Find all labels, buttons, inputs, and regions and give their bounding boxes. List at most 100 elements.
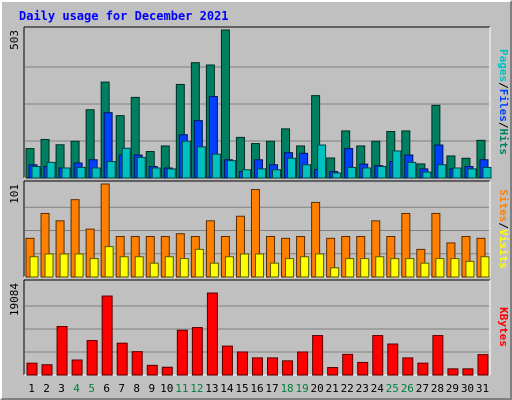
visits-bar <box>315 253 325 278</box>
pages-bar <box>181 140 191 179</box>
day-label: 15 <box>235 382 248 395</box>
pages-bar <box>422 171 432 179</box>
day-label: 30 <box>461 382 474 395</box>
visits-bar <box>89 258 99 278</box>
day-label: 6 <box>103 382 110 395</box>
day-label: 29 <box>446 382 459 395</box>
day-label: 11 <box>175 382 188 395</box>
pages-bar <box>91 167 101 179</box>
legend-kbytes: KBytes <box>497 307 510 347</box>
pages-bar <box>272 169 282 179</box>
visits-bar <box>420 262 430 278</box>
day-label: 4 <box>73 382 80 395</box>
visits-bar <box>134 256 144 278</box>
legend-sites: Sites <box>497 189 510 222</box>
kbytes-bar <box>86 340 98 376</box>
day-label: 18 <box>280 382 293 395</box>
pages-bar <box>317 144 327 179</box>
day-label: 21 <box>326 382 339 395</box>
visits-bar <box>405 258 415 278</box>
pages-bar <box>467 168 477 179</box>
kbytes-bar <box>236 351 248 376</box>
pages-bar <box>437 164 447 179</box>
pages-bar <box>196 146 206 179</box>
visits-bar <box>465 260 475 278</box>
kbytes-bar <box>146 364 158 376</box>
day-label: 8 <box>133 382 140 395</box>
pages-bar <box>256 168 266 179</box>
day-label: 9 <box>148 382 155 395</box>
pages-bar <box>121 147 131 179</box>
visits-bar <box>360 258 370 278</box>
day-label: 20 <box>311 382 324 395</box>
pages-bar <box>407 161 417 179</box>
day-label: 3 <box>58 382 65 395</box>
kbytes-bar <box>342 353 354 376</box>
kbytes-bar <box>297 351 309 376</box>
kbytes-bar <box>267 357 279 376</box>
day-label: 12 <box>190 382 203 395</box>
day-label: 16 <box>250 382 263 395</box>
kbytes-bar <box>116 342 128 376</box>
day-label: 19 <box>295 382 308 395</box>
day-label: 14 <box>220 382 234 395</box>
pages-bar <box>166 168 176 179</box>
visits-bar <box>119 256 129 278</box>
pages-bar <box>347 166 357 179</box>
visits-bar <box>29 256 39 278</box>
kbytes-bar <box>387 343 399 376</box>
kbytes-bar <box>176 329 188 376</box>
pages-bar <box>46 161 56 179</box>
legend-separator: / <box>497 222 510 229</box>
legend-middle: Sites/Visits <box>497 189 510 269</box>
legend-top: Pages/Files/Hits <box>497 49 510 155</box>
chart-title: Daily usage for December 2021 <box>19 9 229 23</box>
hits-bar <box>220 29 230 179</box>
visits-bar <box>44 253 54 278</box>
kbytes-bar <box>71 359 83 376</box>
kbytes-bar <box>372 335 384 376</box>
visits-bar <box>239 253 249 278</box>
pages-bar <box>106 161 116 179</box>
legend-separator: / <box>497 82 510 89</box>
kbytes-bar <box>131 351 143 376</box>
pages-bar <box>151 167 161 179</box>
pages-bar <box>211 153 221 179</box>
day-label: 10 <box>160 382 173 395</box>
visits-bar <box>149 262 159 278</box>
day-label: 24 <box>371 382 385 395</box>
visits-bar <box>375 256 385 278</box>
pages-bar <box>61 167 71 179</box>
kbytes-bar <box>282 360 294 376</box>
max-label: 19084 <box>8 283 21 316</box>
kbytes-bar <box>402 357 414 376</box>
kbytes-bar <box>41 364 53 376</box>
pages-bar <box>482 166 492 179</box>
day-label: 26 <box>401 382 414 395</box>
kbytes-bar <box>191 327 203 376</box>
kbytes-bar <box>251 357 263 376</box>
day-label: 27 <box>416 382 429 395</box>
visits-bar <box>330 267 340 278</box>
pages-bar <box>287 157 297 179</box>
pages-bar <box>377 166 387 179</box>
visits-bar <box>435 258 445 278</box>
pages-bar <box>31 166 41 179</box>
visits-bar <box>209 262 219 278</box>
kbytes-bar <box>462 368 474 376</box>
kbytes-bar <box>477 354 489 376</box>
day-label: 31 <box>476 382 489 395</box>
day-label: 25 <box>386 382 399 395</box>
visits-bar <box>270 262 280 278</box>
legend-visits: Visits <box>497 229 510 269</box>
visits-bar <box>74 253 84 278</box>
pages-bar <box>241 169 251 179</box>
legend-pages: Pages <box>497 49 510 82</box>
kbytes-bar <box>221 345 233 376</box>
kbytes-bar <box>312 335 324 376</box>
day-label: 5 <box>88 382 95 395</box>
day-label: 22 <box>341 382 354 395</box>
legend-hits: Hits <box>497 129 510 156</box>
kbytes-bar <box>447 368 459 376</box>
